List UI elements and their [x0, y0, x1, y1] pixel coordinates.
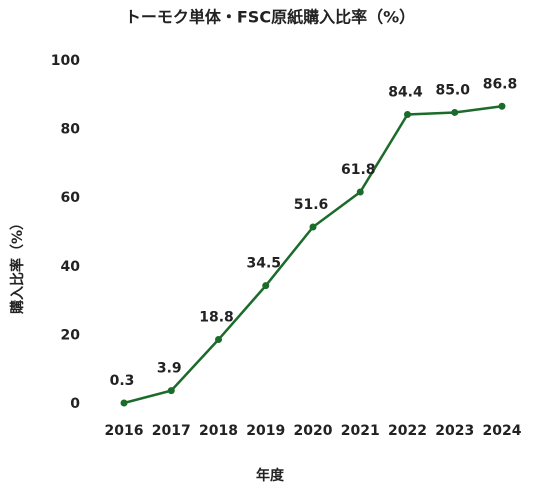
data-label: 85.0 — [435, 82, 470, 98]
y-tick-label: 80 — [61, 122, 81, 138]
y-tick-label: 60 — [61, 190, 81, 206]
data-label: 0.3 — [110, 373, 135, 389]
point — [215, 336, 223, 344]
point — [309, 223, 317, 231]
x-tick-label: 2022 — [388, 423, 427, 439]
x-axis-label: 年度 — [256, 467, 285, 484]
data-label: 86.8 — [483, 76, 518, 92]
y-tick-label: 0 — [70, 396, 80, 412]
x-tick-label: 2021 — [341, 423, 380, 439]
y-tick-label: 20 — [61, 327, 81, 343]
data-label: 18.8 — [199, 310, 234, 326]
y-tick-label: 100 — [51, 53, 80, 69]
line — [123, 105, 503, 405]
x-tick-label: 2020 — [294, 423, 333, 439]
point — [451, 108, 459, 116]
data-label: 61.8 — [341, 162, 376, 178]
data-label: 51.6 — [294, 197, 329, 213]
chart-title: トーモク単体・FSC原紙購入比率（%） — [125, 8, 415, 27]
x-tick-label: 2018 — [199, 423, 238, 439]
x-tick-label: 2019 — [246, 423, 285, 439]
data-label: 34.5 — [246, 256, 281, 272]
point — [356, 188, 364, 196]
point — [403, 111, 411, 119]
y-tick-label: 40 — [61, 259, 81, 275]
point — [120, 399, 128, 407]
x-tick-label: 2023 — [435, 423, 474, 439]
point — [498, 102, 506, 110]
y-axis-label: 購入比率（%） — [9, 216, 26, 315]
data-label: 84.4 — [388, 85, 423, 101]
data-label: 3.9 — [157, 361, 182, 377]
point — [167, 387, 175, 395]
x-tick-label: 2016 — [105, 423, 144, 439]
x-tick-label: 2017 — [152, 423, 191, 439]
point — [262, 282, 270, 290]
x-tick-label: 2024 — [482, 423, 521, 439]
